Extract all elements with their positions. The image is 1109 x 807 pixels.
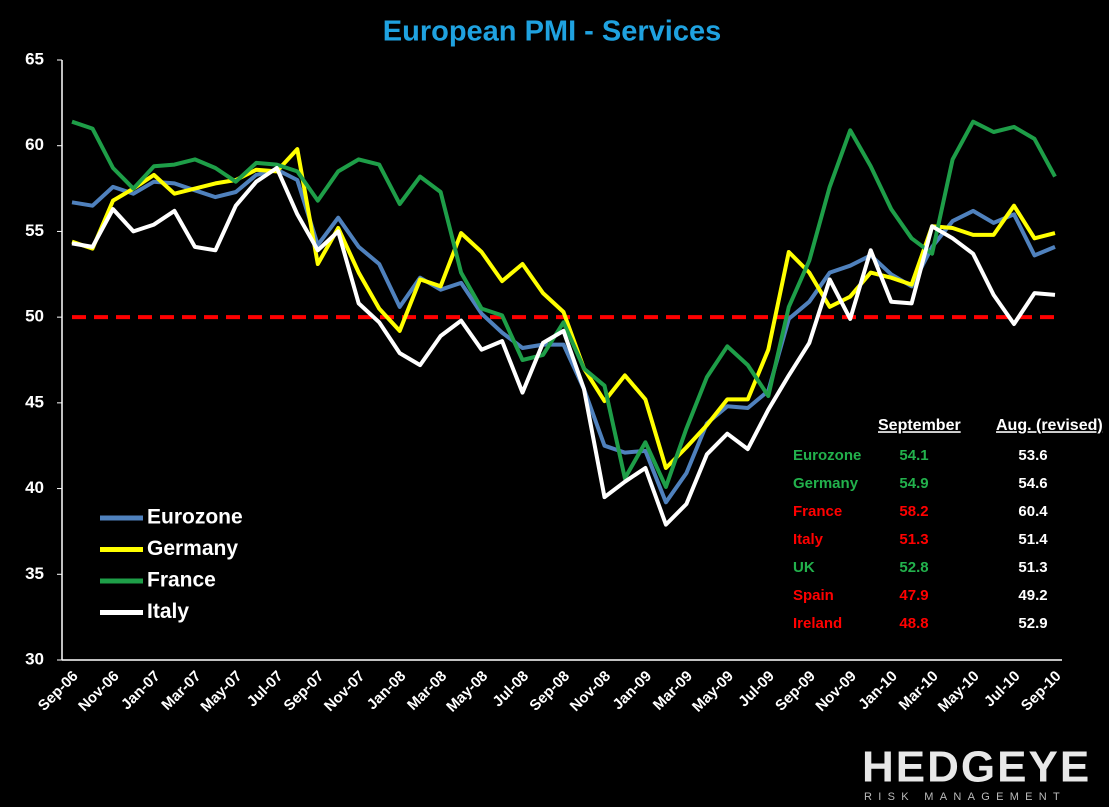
table-row-name: Eurozone bbox=[793, 447, 861, 464]
y-tick-label: 35 bbox=[25, 564, 44, 583]
series-line bbox=[71, 167, 1056, 505]
x-tick-label: Nov-09 bbox=[812, 668, 859, 715]
x-tick-label: Sep-08 bbox=[526, 668, 573, 715]
y-tick-label: 65 bbox=[25, 49, 44, 68]
table-header: Aug. (revised) bbox=[996, 417, 1103, 434]
x-tick-label: Nov-06 bbox=[75, 668, 122, 715]
table-row-name: Italy bbox=[793, 531, 824, 548]
legend-label: France bbox=[147, 569, 216, 592]
x-tick-label: Mar-08 bbox=[404, 668, 450, 714]
table-august: 60.4 bbox=[1018, 503, 1048, 520]
table-row-name: France bbox=[793, 503, 842, 520]
x-tick-label: Sep-09 bbox=[772, 668, 819, 715]
table-header: September bbox=[878, 417, 961, 434]
logo-tagline: RISK MANAGEMENT bbox=[864, 791, 1066, 803]
table-row-name: Spain bbox=[793, 587, 834, 604]
y-tick-label: 30 bbox=[25, 649, 44, 668]
x-tick-label: Jul-08 bbox=[489, 668, 532, 711]
table-august: 54.6 bbox=[1018, 475, 1047, 492]
table-august: 49.2 bbox=[1018, 587, 1047, 604]
y-tick-label: 55 bbox=[25, 221, 44, 240]
table-row-name: UK bbox=[793, 559, 815, 576]
x-tick-label: Jan-07 bbox=[118, 668, 164, 714]
y-tick-label: 60 bbox=[25, 135, 44, 154]
table-september: 51.3 bbox=[899, 531, 928, 548]
x-tick-label: Jan-10 bbox=[855, 668, 901, 714]
table-september: 47.9 bbox=[899, 587, 928, 604]
x-tick-label: Jan-09 bbox=[609, 668, 655, 714]
table-august: 52.9 bbox=[1018, 615, 1047, 632]
x-tick-label: Sep-06 bbox=[35, 668, 82, 715]
y-tick-label: 45 bbox=[25, 392, 44, 411]
x-tick-label: May-08 bbox=[443, 668, 491, 716]
x-tick-label: May-10 bbox=[935, 668, 983, 716]
logo-name: HEDGEYE bbox=[862, 743, 1091, 792]
table-september: 48.8 bbox=[899, 615, 928, 632]
table-september: 54.9 bbox=[899, 475, 928, 492]
legend-label: Germany bbox=[147, 537, 238, 560]
x-tick-label: May-09 bbox=[689, 668, 737, 716]
table-august: 51.3 bbox=[1018, 559, 1047, 576]
x-tick-label: Sep-10 bbox=[1018, 668, 1065, 715]
table-august: 51.4 bbox=[1018, 531, 1048, 548]
x-tick-label: Jul-07 bbox=[244, 668, 287, 711]
x-tick-label: Jul-10 bbox=[981, 668, 1024, 711]
y-tick-label: 40 bbox=[25, 478, 44, 497]
series-line bbox=[71, 119, 1057, 489]
x-tick-label: Mar-10 bbox=[896, 668, 942, 714]
x-tick-label: Jul-09 bbox=[735, 668, 778, 711]
y-tick-label: 50 bbox=[25, 307, 44, 326]
x-tick-label: Mar-09 bbox=[650, 668, 696, 714]
x-tick-label: Nov-08 bbox=[567, 668, 614, 715]
table-september: 52.8 bbox=[899, 559, 928, 576]
table-row-name: Ireland bbox=[793, 615, 842, 632]
legend-label: Eurozone bbox=[147, 506, 243, 529]
x-tick-label: Mar-07 bbox=[158, 668, 204, 714]
x-tick-label: Sep-07 bbox=[281, 668, 328, 715]
table-august: 53.6 bbox=[1018, 447, 1047, 464]
x-tick-label: Nov-07 bbox=[321, 668, 368, 715]
table-september: 54.1 bbox=[899, 447, 928, 464]
chart-title: European PMI - Services bbox=[383, 16, 721, 48]
x-tick-label: Jan-08 bbox=[364, 668, 410, 714]
series-line bbox=[71, 166, 1056, 527]
x-tick-label: May-07 bbox=[197, 668, 245, 716]
table-row-name: Germany bbox=[793, 475, 859, 492]
legend-label: Italy bbox=[147, 600, 189, 623]
table-september: 58.2 bbox=[899, 503, 928, 520]
